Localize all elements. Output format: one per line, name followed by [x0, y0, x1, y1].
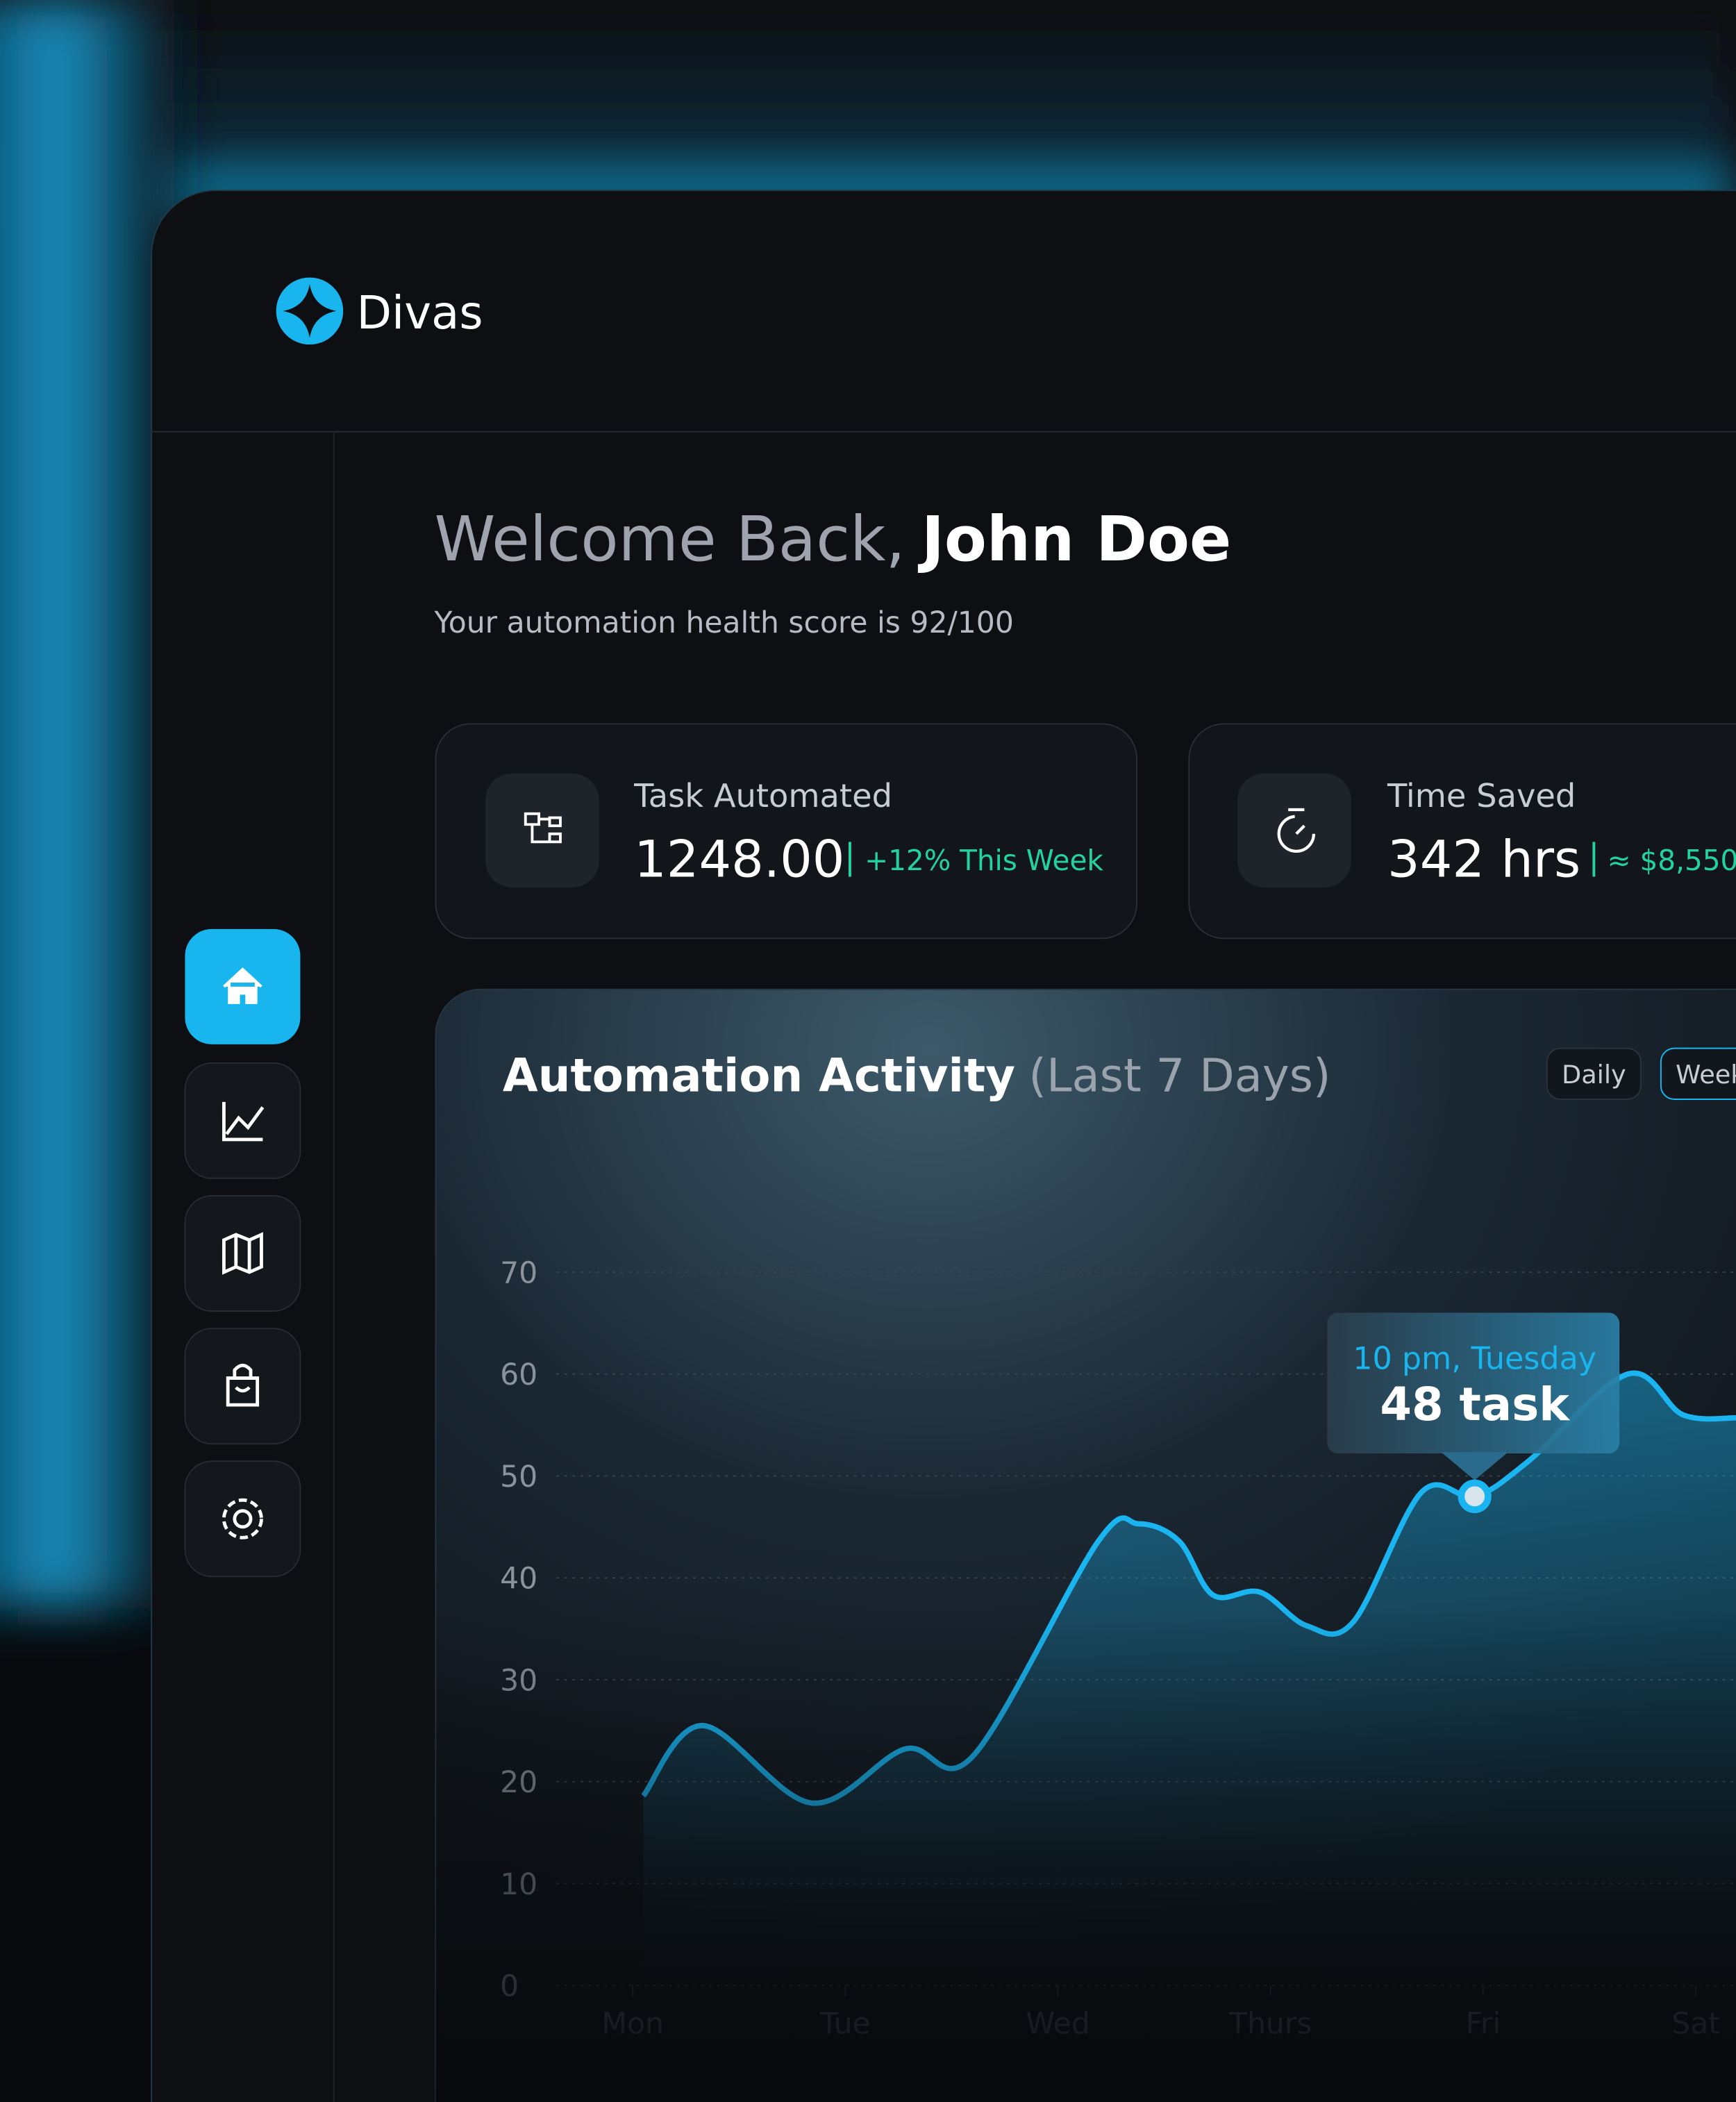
glow-top — [0, 0, 1736, 215]
greeting: Welcome Back, — [434, 503, 905, 575]
brand: Divas — [357, 287, 483, 340]
chart-heading: Automation Activity (Last 7 Days) — [503, 1049, 1331, 1102]
nav-settings[interactable] — [184, 1460, 301, 1578]
card-delta: +12% This Week — [865, 844, 1103, 877]
card-title: Time Saved — [1387, 777, 1576, 815]
btn-weekly[interactable] — [1660, 1047, 1736, 1100]
y-tick-label: 70 — [500, 1256, 537, 1290]
y-tick-label: 60 — [500, 1358, 537, 1392]
nav-shop[interactable] — [184, 1328, 301, 1445]
timer-icon — [1277, 815, 1316, 853]
btn-label: Weekly — [1676, 1060, 1736, 1090]
sidebar — [184, 928, 301, 1578]
card-title: Task Automated — [633, 777, 892, 815]
nav-home[interactable] — [185, 928, 301, 1044]
map-icon — [222, 1232, 263, 1275]
card-tasks: Task Automated 1248.00 +12% This Week — [435, 723, 1138, 940]
icon-box — [1237, 773, 1351, 887]
card-delta: ≈ $8,550 — [1608, 844, 1736, 877]
bottom-fade — [435, 1608, 1736, 2102]
card — [435, 723, 1138, 940]
nav-map[interactable] — [184, 1195, 301, 1312]
activity-chart: Automation Activity (Last 7 Days) Daily W… — [435, 988, 1736, 2102]
card-value: 1248.00 — [634, 831, 844, 890]
timer-hand — [1288, 808, 1305, 835]
chart-subtitle: (Last 7 Days) — [1028, 1049, 1330, 1102]
tooltip-pointer — [1441, 1452, 1508, 1480]
btn-daily[interactable] — [1546, 1047, 1642, 1100]
flow-icon — [524, 812, 562, 844]
welcome-heading: Welcome Back, John Doe — [434, 503, 1231, 575]
y-tick-label: 40 — [500, 1562, 537, 1596]
gear-outline — [222, 1498, 263, 1540]
y-tick-label: 50 — [500, 1460, 537, 1494]
user-name: John Doe — [918, 503, 1231, 575]
chart-title: Automation Activity — [503, 1049, 1015, 1102]
health-score: Your automation health score is 92/100 — [433, 606, 1013, 640]
gear-icon — [233, 1509, 253, 1529]
glow-left — [0, 0, 174, 1609]
btn-label: Daily — [1562, 1060, 1626, 1090]
tooltip-marker — [1458, 1479, 1492, 1513]
home-icon — [223, 967, 262, 1004]
chart-icon — [222, 1101, 265, 1142]
card-time: Time Saved 342 hrs ≈ $8,550 — [1188, 723, 1736, 940]
logo-star — [283, 284, 337, 338]
card-value: 342 hrs — [1387, 831, 1580, 890]
tooltip-box — [1327, 1312, 1620, 1454]
tooltip-time: 10 pm, Tuesday — [1353, 1341, 1596, 1376]
icon-box — [485, 773, 599, 887]
bag-icon — [226, 1363, 260, 1407]
tooltip-value: 48 task — [1380, 1378, 1570, 1431]
